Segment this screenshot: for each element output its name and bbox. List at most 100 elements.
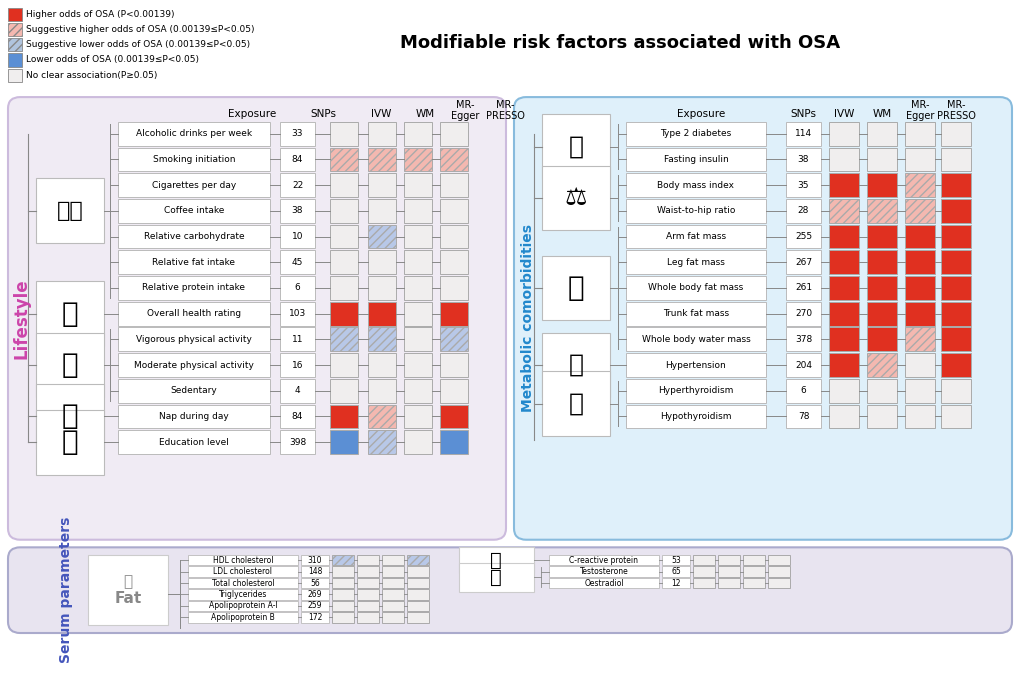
FancyBboxPatch shape [904,225,934,248]
Bar [301,600,329,611]
Text: Hyperthyroidism: Hyperthyroidism [657,386,733,395]
Bar [36,332,104,398]
FancyBboxPatch shape [382,590,404,600]
FancyBboxPatch shape [331,612,354,623]
FancyBboxPatch shape [404,328,432,351]
Bar [36,410,104,474]
Text: Apolipoprotein A-I: Apolipoprotein A-I [209,602,277,610]
FancyBboxPatch shape [941,173,970,197]
Text: Relative fat intake: Relative fat intake [153,258,235,267]
Text: Higher odds of OSA (P<0.00139): Higher odds of OSA (P<0.00139) [25,10,174,19]
Bar [118,302,270,326]
Bar [88,555,168,625]
Text: 📋: 📋 [61,299,78,328]
FancyBboxPatch shape [407,555,429,565]
Text: Relative carbohydrate: Relative carbohydrate [144,232,245,241]
Text: Hypertension: Hypertension [665,361,726,369]
Text: Fasting insulin: Fasting insulin [663,155,728,164]
FancyBboxPatch shape [404,404,432,428]
Bar [187,590,298,600]
Bar [8,38,22,51]
FancyBboxPatch shape [904,250,934,274]
FancyBboxPatch shape [330,199,358,223]
Bar [626,199,765,223]
Text: Serum parameters: Serum parameters [59,517,73,664]
Bar [187,612,298,623]
Bar [626,147,765,172]
Bar [118,250,270,274]
FancyBboxPatch shape [330,276,358,300]
Bar [280,302,315,326]
Text: Metabolic comorbidities: Metabolic comorbidities [521,224,535,413]
Text: Exposure: Exposure [227,109,276,119]
FancyBboxPatch shape [828,122,858,145]
FancyBboxPatch shape [330,122,358,145]
Bar [36,178,104,243]
FancyBboxPatch shape [828,379,858,402]
FancyBboxPatch shape [941,147,970,172]
Bar [626,225,765,248]
Text: C-reactive protein: C-reactive protein [569,556,638,565]
FancyBboxPatch shape [904,122,934,145]
FancyBboxPatch shape [8,97,505,540]
FancyBboxPatch shape [368,173,395,197]
Text: IVW: IVW [833,109,853,119]
FancyBboxPatch shape [368,302,395,326]
Text: Waist-to-hip ratio: Waist-to-hip ratio [656,207,735,215]
Bar [118,199,270,223]
FancyBboxPatch shape [404,173,432,197]
Bar [786,147,820,172]
FancyBboxPatch shape [330,353,358,377]
Text: 10: 10 [291,232,303,241]
Bar [786,199,820,223]
FancyBboxPatch shape [828,250,858,274]
Text: Sedentary: Sedentary [170,386,217,395]
FancyBboxPatch shape [439,430,468,454]
Text: Vigorous physical activity: Vigorous physical activity [136,335,252,344]
FancyBboxPatch shape [357,578,379,588]
FancyBboxPatch shape [828,199,858,223]
FancyBboxPatch shape [407,590,429,600]
FancyBboxPatch shape [439,328,468,351]
Bar [280,147,315,172]
FancyBboxPatch shape [330,430,358,454]
FancyBboxPatch shape [866,250,896,274]
FancyBboxPatch shape [368,122,395,145]
FancyBboxPatch shape [439,250,468,274]
Bar [786,353,820,377]
FancyBboxPatch shape [742,555,764,565]
FancyBboxPatch shape [692,555,714,565]
Bar [786,225,820,248]
FancyBboxPatch shape [866,302,896,326]
FancyBboxPatch shape [439,302,468,326]
Bar [786,122,820,145]
FancyBboxPatch shape [368,379,395,402]
FancyBboxPatch shape [866,379,896,402]
Text: Moderate physical activity: Moderate physical activity [133,361,254,369]
FancyBboxPatch shape [866,122,896,145]
FancyBboxPatch shape [941,250,970,274]
FancyBboxPatch shape [439,199,468,223]
FancyBboxPatch shape [407,600,429,611]
Bar [118,353,270,377]
Text: No clear association(P≥0.05): No clear association(P≥0.05) [25,71,157,79]
Bar [118,225,270,248]
FancyBboxPatch shape [382,600,404,611]
Text: Suggestive lower odds of OSA (0.00139≤P<0.05): Suggestive lower odds of OSA (0.00139≤P<… [25,40,250,49]
FancyBboxPatch shape [941,353,970,377]
FancyBboxPatch shape [866,328,896,351]
FancyBboxPatch shape [382,567,404,577]
Bar [280,250,315,274]
Bar [118,147,270,172]
FancyBboxPatch shape [439,379,468,402]
Bar [280,353,315,377]
Bar [118,404,270,428]
Text: 84: 84 [291,412,303,421]
FancyBboxPatch shape [368,430,395,454]
Bar [8,23,22,36]
Bar [626,173,765,197]
FancyBboxPatch shape [692,567,714,577]
Text: 16: 16 [291,361,303,369]
Text: 12: 12 [671,579,680,588]
Bar [786,379,820,402]
